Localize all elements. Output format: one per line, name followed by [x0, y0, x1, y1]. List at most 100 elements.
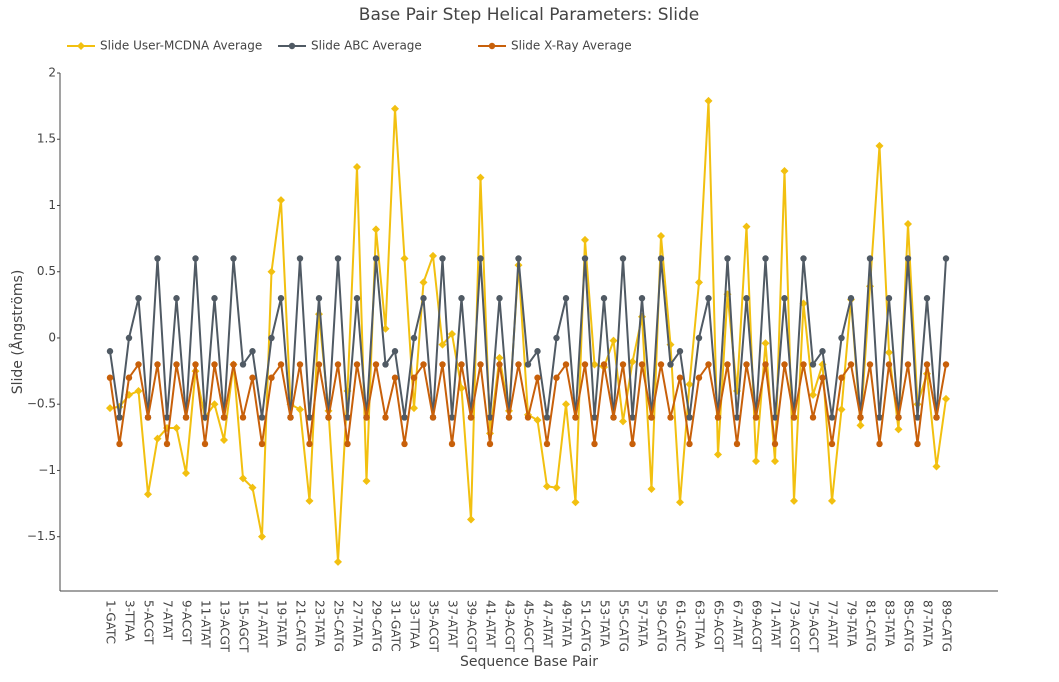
y-tick-label: 2: [48, 66, 56, 80]
data-point: [334, 361, 342, 368]
data-point: [685, 380, 694, 389]
data-point: [705, 295, 712, 302]
data-point: [277, 196, 285, 205]
data-point: [743, 361, 750, 368]
data-point: [714, 450, 722, 459]
data-point: [135, 361, 142, 368]
data-point: [429, 414, 437, 421]
data-point: [761, 339, 770, 348]
data-point: [809, 390, 817, 399]
data-point: [410, 334, 418, 342]
data-point: [534, 348, 541, 355]
data-point: [809, 414, 817, 421]
legend-label: Slide ABC Average: [311, 39, 422, 53]
data-point: [163, 414, 171, 421]
data-point: [704, 96, 713, 105]
data-point: [571, 498, 580, 507]
data-point: [125, 374, 133, 381]
data-point: [724, 361, 731, 368]
x-tick-label: 59-CATG: [655, 600, 669, 652]
x-tick-label: 1-GATC: [104, 600, 118, 644]
data-point: [857, 414, 864, 421]
x-tick-label: 5-ACGT: [142, 600, 156, 645]
data-point: [248, 483, 257, 492]
data-point: [885, 361, 893, 368]
x-tick-label: 45-AGCT: [522, 600, 536, 653]
data-point: [752, 414, 760, 421]
data-point: [249, 374, 256, 381]
x-tick-label: 23-TATA: [313, 600, 327, 648]
data-point: [486, 414, 494, 421]
data-point: [942, 255, 950, 262]
data-point: [315, 361, 323, 368]
data-point: [914, 440, 921, 448]
data-point: [401, 414, 408, 421]
x-tick-label: 39-ACGT: [465, 600, 479, 653]
x-tick-label: 87-TATA: [921, 600, 935, 648]
data-point: [192, 255, 199, 262]
data-point: [515, 255, 522, 262]
data-point: [182, 414, 190, 421]
x-tick-label: 65-ACGT: [712, 600, 726, 653]
data-point: [306, 414, 313, 421]
data-point: [268, 374, 275, 381]
data-point: [116, 414, 123, 421]
data-point: [173, 295, 180, 302]
x-tick-label: 63-TTAA: [693, 600, 707, 650]
data-point: [629, 414, 636, 421]
data-point: [686, 440, 693, 448]
data-point: [629, 440, 636, 448]
chart-title: Base Pair Step Helical Parameters: Slide: [359, 5, 699, 25]
data-point: [496, 295, 503, 302]
data-point: [657, 255, 665, 262]
data-point: [210, 400, 219, 409]
data-point: [676, 348, 684, 355]
data-point: [277, 361, 285, 368]
data-point: [372, 225, 380, 234]
y-tick-label: −1: [38, 463, 56, 477]
data-point: [781, 295, 788, 302]
data-point: [895, 414, 902, 421]
data-point: [362, 477, 371, 486]
x-tick-label: 73-ACGT: [788, 600, 802, 653]
data-point: [856, 421, 865, 430]
data-point: [904, 255, 912, 262]
data-point: [534, 374, 541, 381]
data-point: [201, 414, 209, 421]
data-point: [172, 424, 181, 433]
data-point: [400, 254, 409, 263]
x-tick-label: 77-ATAT: [826, 600, 840, 648]
data-point: [790, 414, 798, 421]
data-point: [942, 394, 950, 403]
data-point: [439, 361, 446, 368]
data-point: [657, 361, 665, 368]
x-tick-label: 69-ACGT: [750, 600, 764, 653]
data-point: [420, 295, 427, 302]
y-axis-title: Slide (Ångströms): [9, 270, 26, 395]
data-point: [942, 361, 950, 368]
data-point: [524, 361, 532, 368]
x-tick-label: 31-GATC: [389, 600, 403, 652]
data-point: [258, 414, 266, 421]
data-point: [553, 334, 560, 342]
data-point: [192, 361, 199, 368]
data-point: [619, 255, 627, 262]
x-tick-label: 47-ATAT: [541, 600, 555, 648]
data-point: [211, 295, 218, 302]
data-point: [153, 434, 162, 443]
data-point: [106, 404, 114, 413]
data-point: [695, 334, 703, 342]
data-point: [819, 348, 826, 355]
x-tick-label: 17-ATAT: [256, 600, 270, 648]
data-point: [695, 278, 703, 287]
data-point: [144, 414, 152, 421]
data-point: [885, 348, 893, 357]
data-point: [876, 414, 883, 421]
data-point: [762, 255, 769, 262]
data-point: [182, 469, 190, 478]
data-point: [819, 374, 826, 381]
data-point: [116, 440, 123, 448]
data-point: [353, 361, 361, 368]
data-point: [419, 278, 428, 287]
x-tick-label: 3-TTAA: [123, 600, 137, 642]
